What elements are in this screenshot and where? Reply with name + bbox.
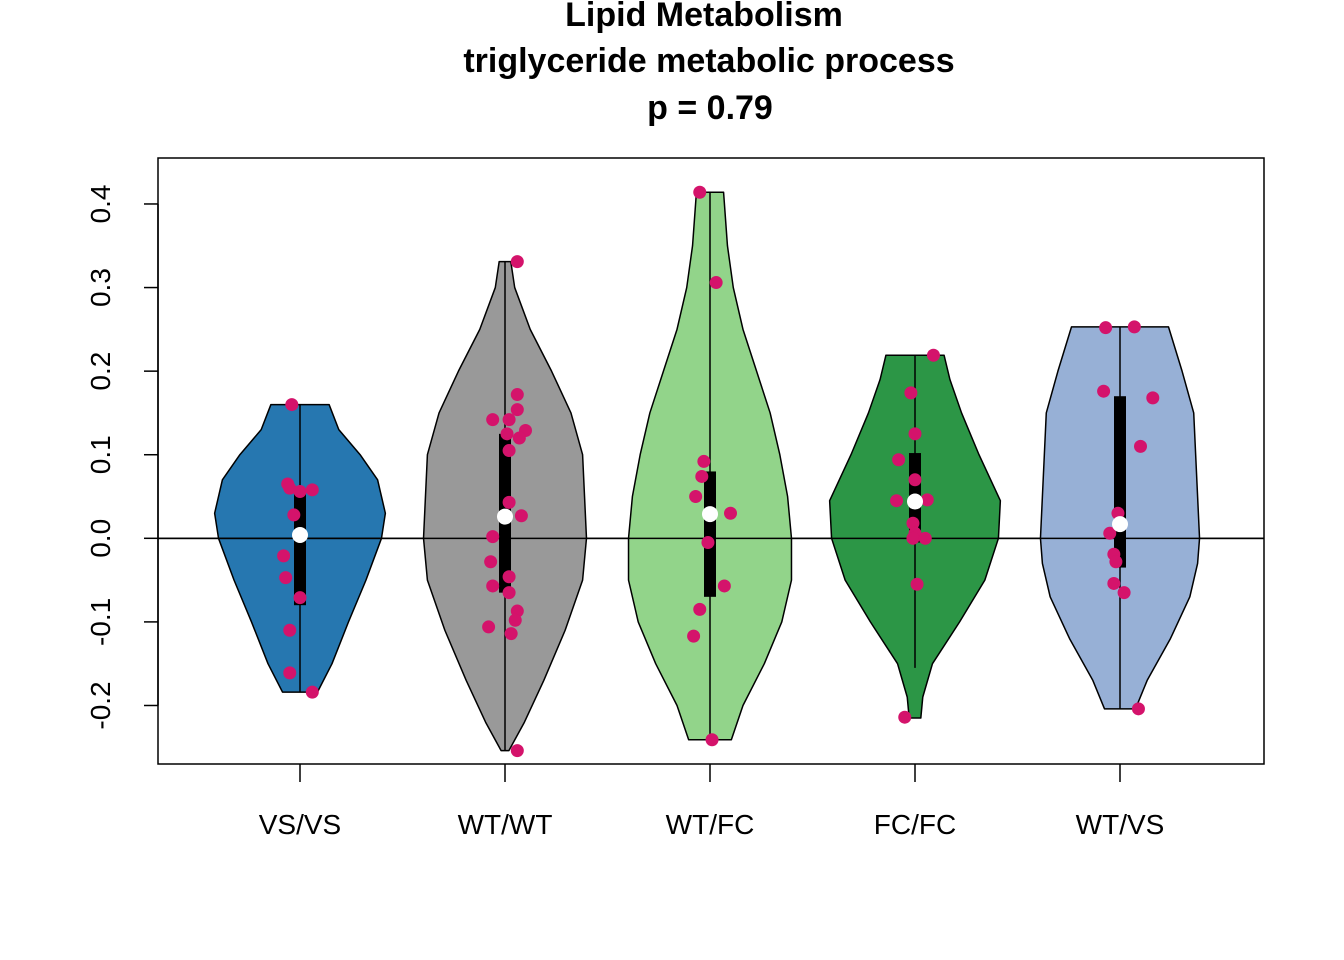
data-point [693,602,707,616]
data-point [1099,321,1113,335]
data-point [1107,576,1121,590]
data-point [892,453,906,467]
data-point [502,586,516,600]
x-tick-label: VS/VS [259,809,341,840]
data-point [285,398,299,412]
points-group [890,348,940,724]
y-tick-label: 0.4 [85,185,116,224]
data-point [486,413,500,427]
iqr-box [1114,396,1126,568]
data-point [510,388,524,402]
y-tick-label: 0.0 [85,519,116,558]
x-tick-label: WT/FC [666,809,755,840]
data-point [305,685,319,699]
data-point [1134,439,1147,453]
data-point [283,666,297,680]
y-tick-label: 0.2 [85,352,116,391]
data-point [908,427,922,441]
data-point [1097,384,1111,398]
data-point [705,733,719,747]
data-point [890,494,904,508]
data-point [502,444,516,458]
median-marker [1112,516,1128,533]
data-point [502,413,516,427]
data-point [277,549,291,563]
data-point [510,403,524,417]
x-tick-label: WT/VS [1076,809,1165,840]
y-tick-label: -0.2 [85,681,116,729]
data-point [687,629,701,643]
data-point [724,506,737,520]
data-point [920,493,934,507]
data-point [709,276,723,290]
data-point [502,495,516,509]
violin-group [627,191,793,741]
plot-frame [157,157,1265,765]
data-point [508,613,522,627]
data-point [482,620,496,634]
y-axis: -0.2 -0.1 0.0 0.1 0.2 0.3 0.4 [85,185,159,730]
data-point [502,570,516,584]
data-point [279,571,293,585]
iqr-box [704,471,716,597]
y-tick-label: 0.3 [85,268,116,307]
data-point [695,469,709,483]
x-axis: VS/VS WT/WT WT/FC FC/FC WT/VS [259,764,1165,840]
data-point [305,483,319,497]
data-point [287,508,301,522]
data-point [697,454,711,468]
data-point [898,710,912,724]
data-point [701,535,715,549]
median-marker [702,506,718,523]
data-point [512,431,526,445]
chart-title: Lipid Metabolism [565,0,843,34]
data-point [906,516,920,530]
plot-area: -0.2 -0.1 0.0 0.1 0.2 0.3 0.4 VS/VS WT/WT WT/FC FC… [85,185,1264,840]
data-point [510,255,524,269]
data-point [926,348,940,362]
data-point [1127,320,1141,334]
data-point [908,473,922,487]
y-tick-label: -0.1 [85,598,116,646]
x-tick-label: FC/FC [874,809,956,840]
median-marker [497,508,513,525]
data-point [514,509,528,523]
points-group [687,185,737,747]
data-point [904,386,918,400]
data-point [486,579,500,593]
data-point [1146,391,1160,405]
median-marker [907,493,923,510]
violin-group [213,403,387,693]
points-group [482,255,532,758]
data-point [1109,555,1123,569]
data-point [1117,586,1131,600]
iqr-box [294,489,306,606]
data-point [484,555,498,569]
median-marker [292,526,308,543]
y-tick-label: 0.1 [85,435,116,474]
points-group [277,398,319,699]
data-point [500,427,514,441]
data-point [1131,702,1145,716]
data-point [504,627,518,641]
data-point [283,623,297,637]
data-point [293,591,307,605]
data-point [918,531,932,545]
chart-subtitle: triglyceride metabolic process [463,42,954,80]
x-tick-label: WT/WT [458,809,553,840]
points-group [1097,320,1160,716]
data-point [293,485,307,499]
data-point [906,531,920,545]
data-point [693,185,707,199]
data-point [717,579,731,593]
data-point [689,490,703,504]
data-point [1103,526,1117,540]
data-point [486,530,500,544]
data-point [510,744,524,758]
data-point [910,577,924,591]
chart-p-value: p = 0.79 [647,89,773,127]
data-point [283,481,297,495]
